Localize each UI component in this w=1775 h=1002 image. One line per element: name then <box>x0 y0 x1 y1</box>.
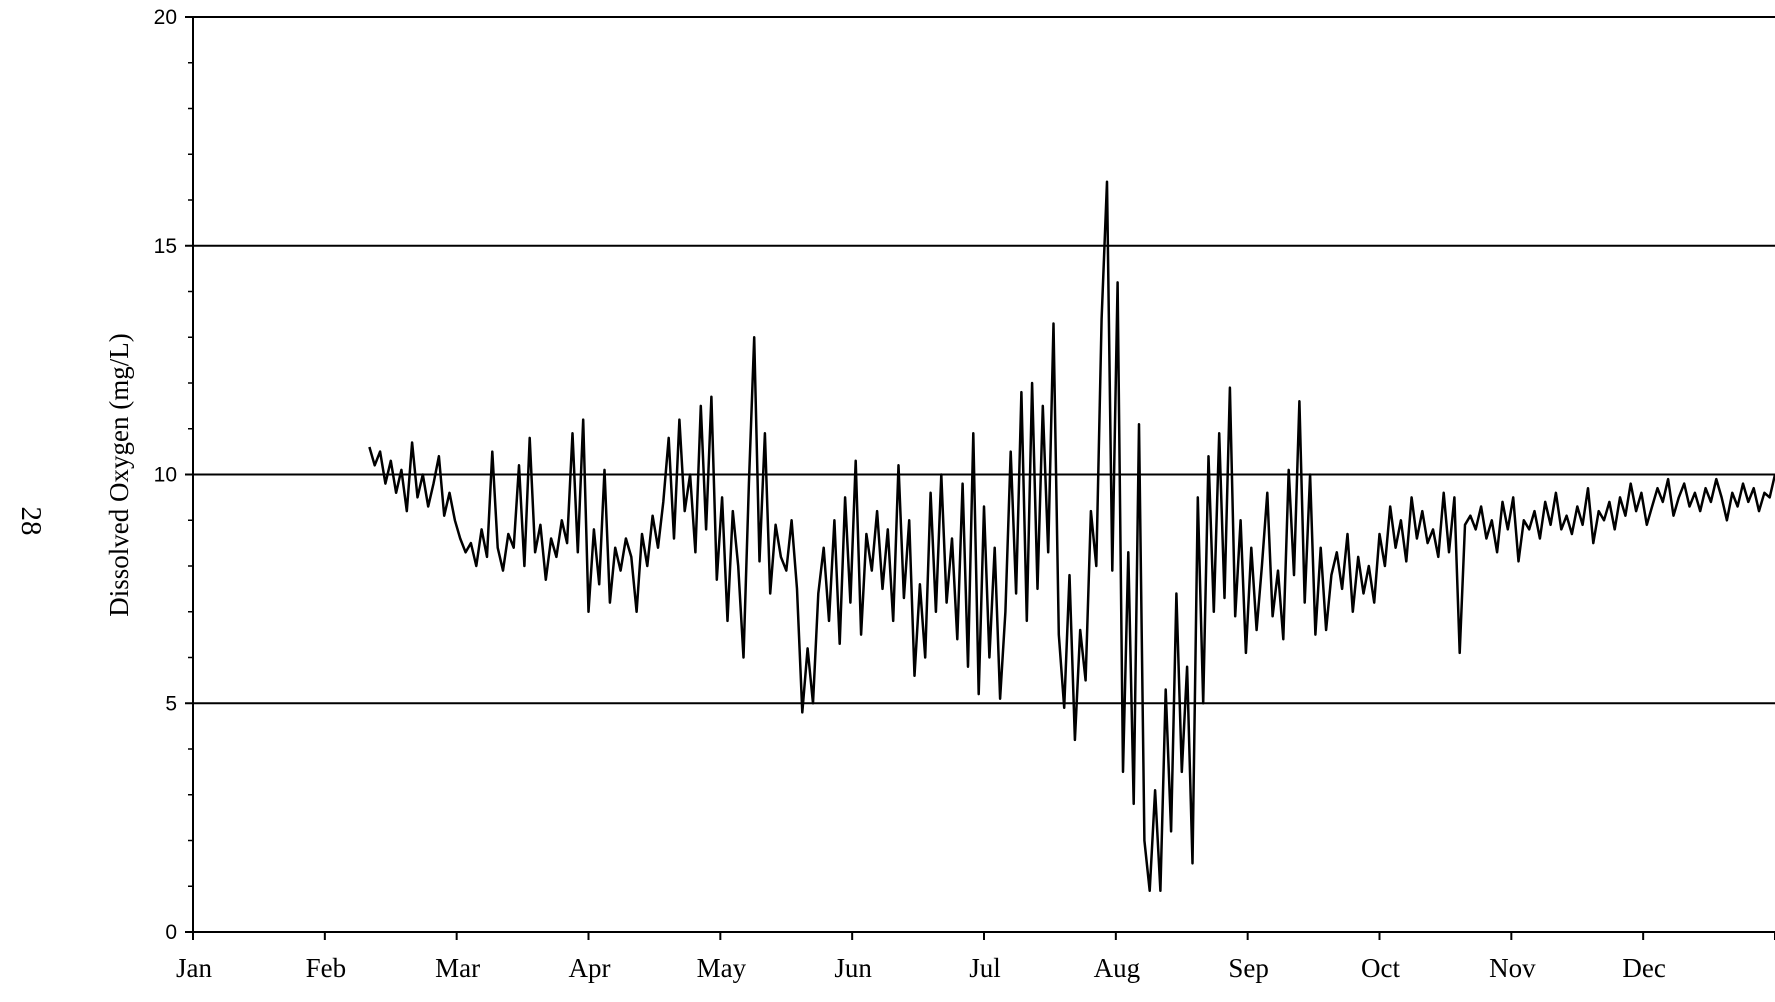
labels: 0 5 10 15 20 Jan Feb Mar Apr May Jun Jul Aug Sep Oct No… <box>154 6 1666 983</box>
y-tick-label: 15 <box>154 235 177 258</box>
x-tick-label: Feb <box>306 953 347 983</box>
y-tick-label: 5 <box>165 692 177 715</box>
series-line-0 <box>368 180 1775 893</box>
x-tick-label: Jul <box>969 953 1001 983</box>
x-tick-label: May <box>697 953 747 983</box>
page-number: 28 <box>15 507 47 536</box>
x-tick-label: Sep <box>1228 953 1269 983</box>
series-group <box>368 180 1775 893</box>
y-axis-title: Dissolved Oxygen (mg/L) <box>104 333 134 616</box>
x-tick-label: Jun <box>834 953 872 983</box>
gridlines <box>193 244 1775 705</box>
x-tick-label: Nov <box>1489 953 1536 983</box>
x-tick-label: Mar <box>435 953 480 983</box>
y-tick-label: 0 <box>165 921 177 944</box>
x-tick-label: Apr <box>569 953 611 983</box>
x-tick-label: Dec <box>1622 953 1665 983</box>
x-tick-label: Oct <box>1361 953 1400 983</box>
x-tick-label: Jan <box>176 953 212 983</box>
axes <box>185 16 1775 940</box>
x-tick-label: Aug <box>1094 953 1141 983</box>
y-tick-label: 20 <box>154 6 177 29</box>
y-tick-label: 10 <box>154 464 177 487</box>
